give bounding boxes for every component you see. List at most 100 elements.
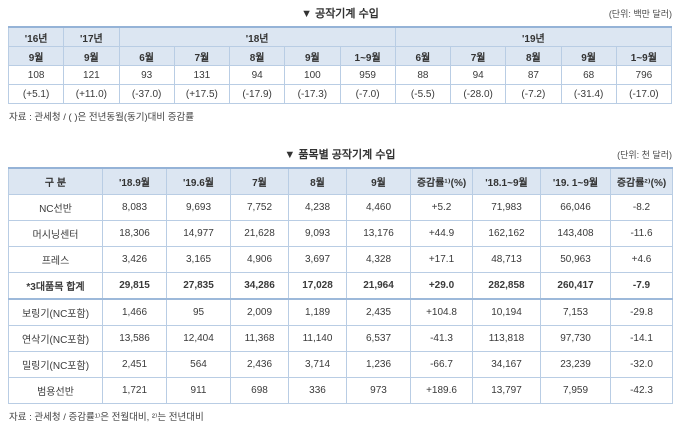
month-header: 1~9월 <box>615 46 673 66</box>
item-value-cell: -14.1 <box>610 325 673 352</box>
item-value-cell: +29.0 <box>410 272 473 300</box>
item-value-cell: 911 <box>166 377 231 404</box>
by-item-title-row: ▼ 품목별 공작기계 수입 (단위: 천 달러) <box>8 147 672 164</box>
change-rate-cell: (-5.5) <box>394 84 452 104</box>
item-value-cell: 162,162 <box>472 220 541 247</box>
item-value-cell: 10,194 <box>472 298 541 326</box>
imports-by-item-section: ▼ 품목별 공작기계 수입 (단위: 천 달러) 구 분 '18.9월 '19.6월… <box>8 147 673 423</box>
item-value-cell: 66,046 <box>540 194 611 221</box>
item-value-cell: 21,628 <box>230 220 289 247</box>
item-label-cell: 연삭기(NC포함) <box>8 325 103 352</box>
year-group-header: '17년 <box>63 26 120 47</box>
item-value-cell: 23,239 <box>540 351 611 378</box>
item-label-cell: 프레스 <box>8 246 103 273</box>
item-value-cell: 143,408 <box>540 220 611 247</box>
year-group-header: '19년 <box>394 26 673 47</box>
item-value-cell: -7.9 <box>610 272 673 300</box>
item-value-cell: 2,009 <box>230 298 289 326</box>
import-value-cell: 796 <box>615 65 673 85</box>
summary-title-row: ▼ 공작기계 수입 (단위: 백만 달러) <box>8 6 672 23</box>
item-value-cell: 282,858 <box>472 272 541 300</box>
item-value-cell: -8.2 <box>610 194 673 221</box>
change-rate-cell: (+11.0) <box>63 84 120 104</box>
item-value-cell: 7,153 <box>540 298 611 326</box>
item-value-cell: +4.6 <box>610 246 673 273</box>
item-value-cell: 12,404 <box>166 325 231 352</box>
column-header: '18.1~9월 <box>472 167 541 195</box>
item-value-cell: 13,586 <box>102 325 167 352</box>
import-value-cell: 131 <box>173 65 231 85</box>
column-header: 증감률²⁾(%) <box>610 167 673 195</box>
item-value-cell: 27,835 <box>166 272 231 300</box>
import-value-cell: 93 <box>118 65 175 85</box>
month-header: 9월 <box>7 46 65 66</box>
item-value-cell: -42.3 <box>610 377 673 404</box>
item-label-cell: 머시닝센터 <box>8 220 103 247</box>
month-header: 7월 <box>449 46 507 66</box>
item-value-cell: 29,815 <box>102 272 167 300</box>
table-row: 보링기(NC포함) 1,466 95 2,009 1,189 2,435 +104.8 10,… <box>8 298 673 326</box>
column-header: '19.6월 <box>166 167 231 195</box>
item-value-cell: 97,730 <box>540 325 611 352</box>
item-value-cell: 698 <box>230 377 289 404</box>
report-page: ▼ 공작기계 수입 (단위: 백만 달러) '16년 '17년 '18년 '19년 9월… <box>7 6 673 423</box>
item-value-cell: +5.2 <box>410 194 473 221</box>
import-value-cell: 87 <box>505 65 562 85</box>
item-value-cell: +189.6 <box>410 377 473 404</box>
item-value-cell: 13,797 <box>472 377 541 404</box>
column-header: 증감률¹⁾(%) <box>410 167 473 195</box>
item-value-cell: +17.1 <box>410 246 473 273</box>
column-header: '18.9월 <box>102 167 167 195</box>
table-row: 머시닝센터 18,306 14,977 21,628 9,093 13,176 +44.9 1… <box>8 220 673 247</box>
item-value-cell: 2,451 <box>102 351 167 378</box>
item-value-cell: 564 <box>166 351 231 378</box>
item-value-cell: 113,818 <box>472 325 541 352</box>
item-label-cell: 밀링기(NC포함) <box>8 351 103 378</box>
change-rate-cell: (-17.3) <box>284 84 341 104</box>
year-group-header: '18년 <box>118 26 396 47</box>
item-value-cell: 973 <box>346 377 411 404</box>
import-value-cell: 121 <box>63 65 120 85</box>
month-header: 6월 <box>394 46 452 66</box>
by-item-source-note: 자료 : 관세청 / 증감률¹⁾은 전월대비, ²⁾는 전년대비 <box>9 412 204 423</box>
month-header: 1~9월 <box>339 46 396 66</box>
month-header: 9월 <box>284 46 341 66</box>
item-value-cell: 2,435 <box>346 298 411 326</box>
item-value-cell: 3,697 <box>288 246 347 273</box>
item-value-cell: 34,167 <box>472 351 541 378</box>
item-value-cell: 260,417 <box>540 272 611 300</box>
column-header: 7월 <box>230 167 289 195</box>
item-value-cell: 9,093 <box>288 220 347 247</box>
month-header: 6월 <box>118 46 175 66</box>
imports-by-item-table: 구 분 '18.9월 '19.6월 7월 8월 9월 증감률¹⁾(%) '18.1~9월 '19… <box>8 167 673 404</box>
item-value-cell: 1,189 <box>288 298 347 326</box>
item-value-cell: 1,466 <box>102 298 167 326</box>
item-value-cell: 13,176 <box>346 220 411 247</box>
item-value-cell: -32.0 <box>610 351 673 378</box>
month-header: 9월 <box>560 46 617 66</box>
item-value-cell: 95 <box>166 298 231 326</box>
item-value-cell: 17,028 <box>288 272 347 300</box>
summary-source-note: 자료 : 관세청 / ( )은 전년동월(동기)대비 증감률 <box>9 112 194 123</box>
table-row: 연삭기(NC포함) 13,586 12,404 11,368 11,140 6,537 -4… <box>8 325 673 352</box>
summary-table-title: ▼ 공작기계 수입 <box>301 8 379 20</box>
item-value-cell: 11,140 <box>288 325 347 352</box>
item-value-cell: 4,906 <box>230 246 289 273</box>
item-value-cell: 2,436 <box>230 351 289 378</box>
item-value-cell: 34,286 <box>230 272 289 300</box>
item-value-cell: -11.6 <box>610 220 673 247</box>
table-row: 밀링기(NC포함) 2,451 564 2,436 3,714 1,236 -66.7 34,… <box>8 351 673 378</box>
item-value-cell: 3,714 <box>288 351 347 378</box>
item-value-cell: +44.9 <box>410 220 473 247</box>
item-value-cell: +104.8 <box>410 298 473 326</box>
item-value-cell: 21,964 <box>346 272 411 300</box>
import-value-cell: 100 <box>284 65 341 85</box>
item-label-cell: 보링기(NC포함) <box>8 298 103 326</box>
table-row: 프레스 3,426 3,165 4,906 3,697 4,328 +17.1 48,713 5… <box>8 246 673 273</box>
import-value-cell: 88 <box>394 65 452 85</box>
item-value-cell: 11,368 <box>230 325 289 352</box>
change-rate-cell: (-37.0) <box>118 84 175 104</box>
table-row: 범용선반 1,721 911 698 336 973 +189.6 13,797 7,959 -4… <box>8 377 673 404</box>
change-rate-cell: (-7.2) <box>505 84 562 104</box>
item-value-cell: 48,713 <box>472 246 541 273</box>
